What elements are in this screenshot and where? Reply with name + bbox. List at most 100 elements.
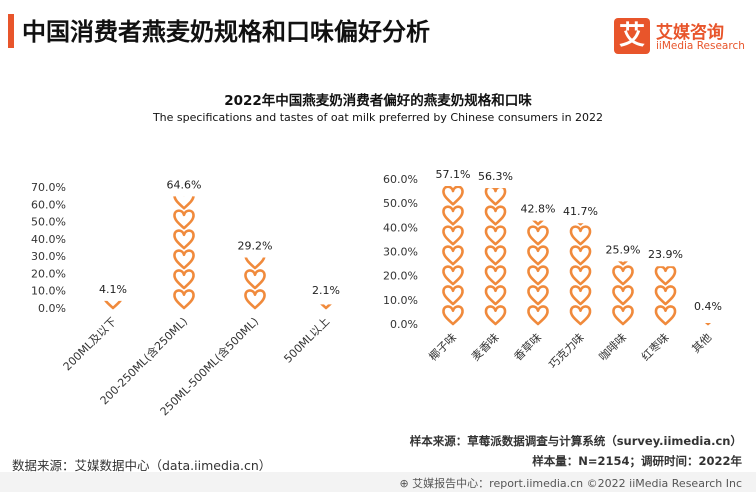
heart-icon — [484, 245, 507, 266]
x-tick-label: 椰子味 — [426, 330, 459, 363]
heart-icon — [103, 171, 122, 189]
sample-source-note: 样本来源：草莓派数据调查与计算系统（survey.iimedia.cn） — [409, 434, 742, 448]
chart-title: 2022年中国燕麦奶消费者偏好的燕麦奶规格和口味 — [224, 93, 532, 109]
heart-icon — [698, 167, 717, 185]
heart-icon — [613, 227, 632, 245]
heart-icon — [316, 211, 335, 229]
data-label: 64.6% — [167, 178, 202, 191]
heart-icon — [698, 160, 717, 164]
logo-mark: 艾 — [614, 18, 650, 54]
heart-icon — [654, 266, 677, 286]
y-tick-label: 50.0% — [383, 197, 418, 210]
data-label: 2.1% — [312, 284, 340, 297]
heart-icon — [173, 289, 195, 310]
heart-icon — [484, 265, 507, 286]
x-tick-label: 巧克力味 — [546, 331, 586, 371]
x-tick-label: 红枣味 — [639, 331, 672, 364]
heart-icon — [527, 245, 549, 266]
data-label: 23.9% — [648, 248, 683, 261]
heart-icon — [484, 285, 507, 306]
data-label: 41.7% — [563, 205, 598, 218]
y-tick-label: 70.0% — [31, 181, 66, 194]
heart-icon — [613, 160, 632, 164]
iimedia-logo: 艾 艾媒咨询 iiMedia Research — [614, 14, 750, 58]
y-tick-label: 40.0% — [383, 221, 418, 234]
bar-heart-column — [484, 160, 507, 326]
y-tick-label: 50.0% — [31, 216, 66, 229]
heart-icon — [569, 305, 592, 326]
heart-icon — [527, 305, 549, 326]
heart-icon — [442, 285, 464, 306]
x-tick-label: 咖啡味 — [596, 330, 629, 363]
heart-icon — [698, 187, 717, 205]
y-tick-label: 40.0% — [31, 233, 66, 246]
chart-subtitle: The specifications and tastes of oat mil… — [152, 111, 604, 124]
heart-icon — [442, 225, 464, 246]
heart-icon — [173, 249, 195, 270]
data-label: 29.2% — [238, 240, 273, 253]
data-label: 56.3% — [478, 170, 513, 183]
heart-icon — [656, 227, 675, 245]
flavor-preference-chart: 0.0% 10.0% 20.0% 30.0% 40.0% 50.0% 60.0% 57.1% 椰… — [383, 160, 722, 371]
y-tick-label: 0.0% — [390, 318, 418, 331]
heart-icon — [173, 209, 195, 230]
y-tick-label: 60.0% — [31, 198, 66, 211]
heart-icon — [613, 207, 632, 225]
heart-icon — [103, 231, 122, 249]
heart-icon — [612, 305, 634, 326]
x-tick-label: 麦香味 — [469, 331, 502, 364]
heart-icon — [612, 265, 634, 286]
bar-heart-column — [173, 160, 195, 310]
heart-icon — [656, 187, 675, 205]
y-tick-label: 30.0% — [31, 250, 66, 263]
heart-icon — [527, 285, 549, 306]
heart-icon — [656, 207, 675, 225]
heart-icon — [569, 225, 592, 246]
size-preference-chart: 0.0% 10.0% 20.0% 30.0% 40.0% 50.0% 60.0% 70.0% 4… — [31, 160, 340, 418]
heart-icon — [484, 305, 507, 326]
y-tick-label: 0.0% — [38, 302, 66, 315]
heart-icon — [527, 265, 549, 286]
heart-icon — [569, 285, 592, 306]
heart-icon — [244, 269, 266, 290]
heart-icon — [245, 211, 264, 229]
heart-icon — [698, 267, 717, 285]
heart-icon — [484, 205, 507, 226]
heart-icon — [571, 167, 590, 185]
bar-heart-column — [244, 160, 266, 310]
heart-icon — [571, 187, 590, 205]
heart-icon — [486, 160, 505, 164]
heart-icon — [613, 187, 632, 205]
heart-icon — [173, 229, 195, 250]
heart-icon — [316, 231, 335, 249]
heart-icon — [698, 227, 717, 245]
footer-text: ⊕ 艾媒报告中心：report.iimedia.cn ©2022 iiMedia… — [399, 477, 742, 490]
heart-icon — [443, 160, 462, 164]
heart-icon — [528, 160, 547, 164]
heart-icon — [442, 245, 464, 266]
heart-icon — [245, 191, 264, 209]
y-tick-label: 60.0% — [383, 173, 418, 186]
x-tick-label: 500ML以上 — [281, 315, 332, 366]
bar-heart-column — [654, 187, 677, 326]
heart-icon — [698, 207, 717, 225]
heart-icon — [613, 167, 632, 185]
sample-size-note: 样本量：N=2154；调研时间：2022年 — [532, 454, 742, 468]
heart-icon — [103, 191, 122, 209]
heart-icon — [174, 160, 193, 168]
y-tick-label: 30.0% — [383, 246, 418, 259]
y-tick-label: 10.0% — [383, 294, 418, 307]
x-tick-label: 200ML及以下 — [61, 315, 119, 373]
data-label: 25.9% — [606, 243, 641, 256]
heart-icon — [569, 245, 592, 266]
footer: ⊕ 艾媒报告中心：report.iimedia.cn ©2022 iiMedia… — [0, 472, 756, 492]
heart-icon — [484, 187, 507, 206]
data-label: 42.8% — [521, 203, 556, 216]
heart-icon — [528, 167, 547, 185]
heart-icon — [571, 160, 590, 164]
heart-icon — [245, 160, 264, 168]
heart-icon — [316, 191, 335, 209]
y-tick-label: 10.0% — [31, 285, 66, 298]
heart-icon — [442, 305, 464, 326]
heart-icon — [442, 205, 464, 226]
